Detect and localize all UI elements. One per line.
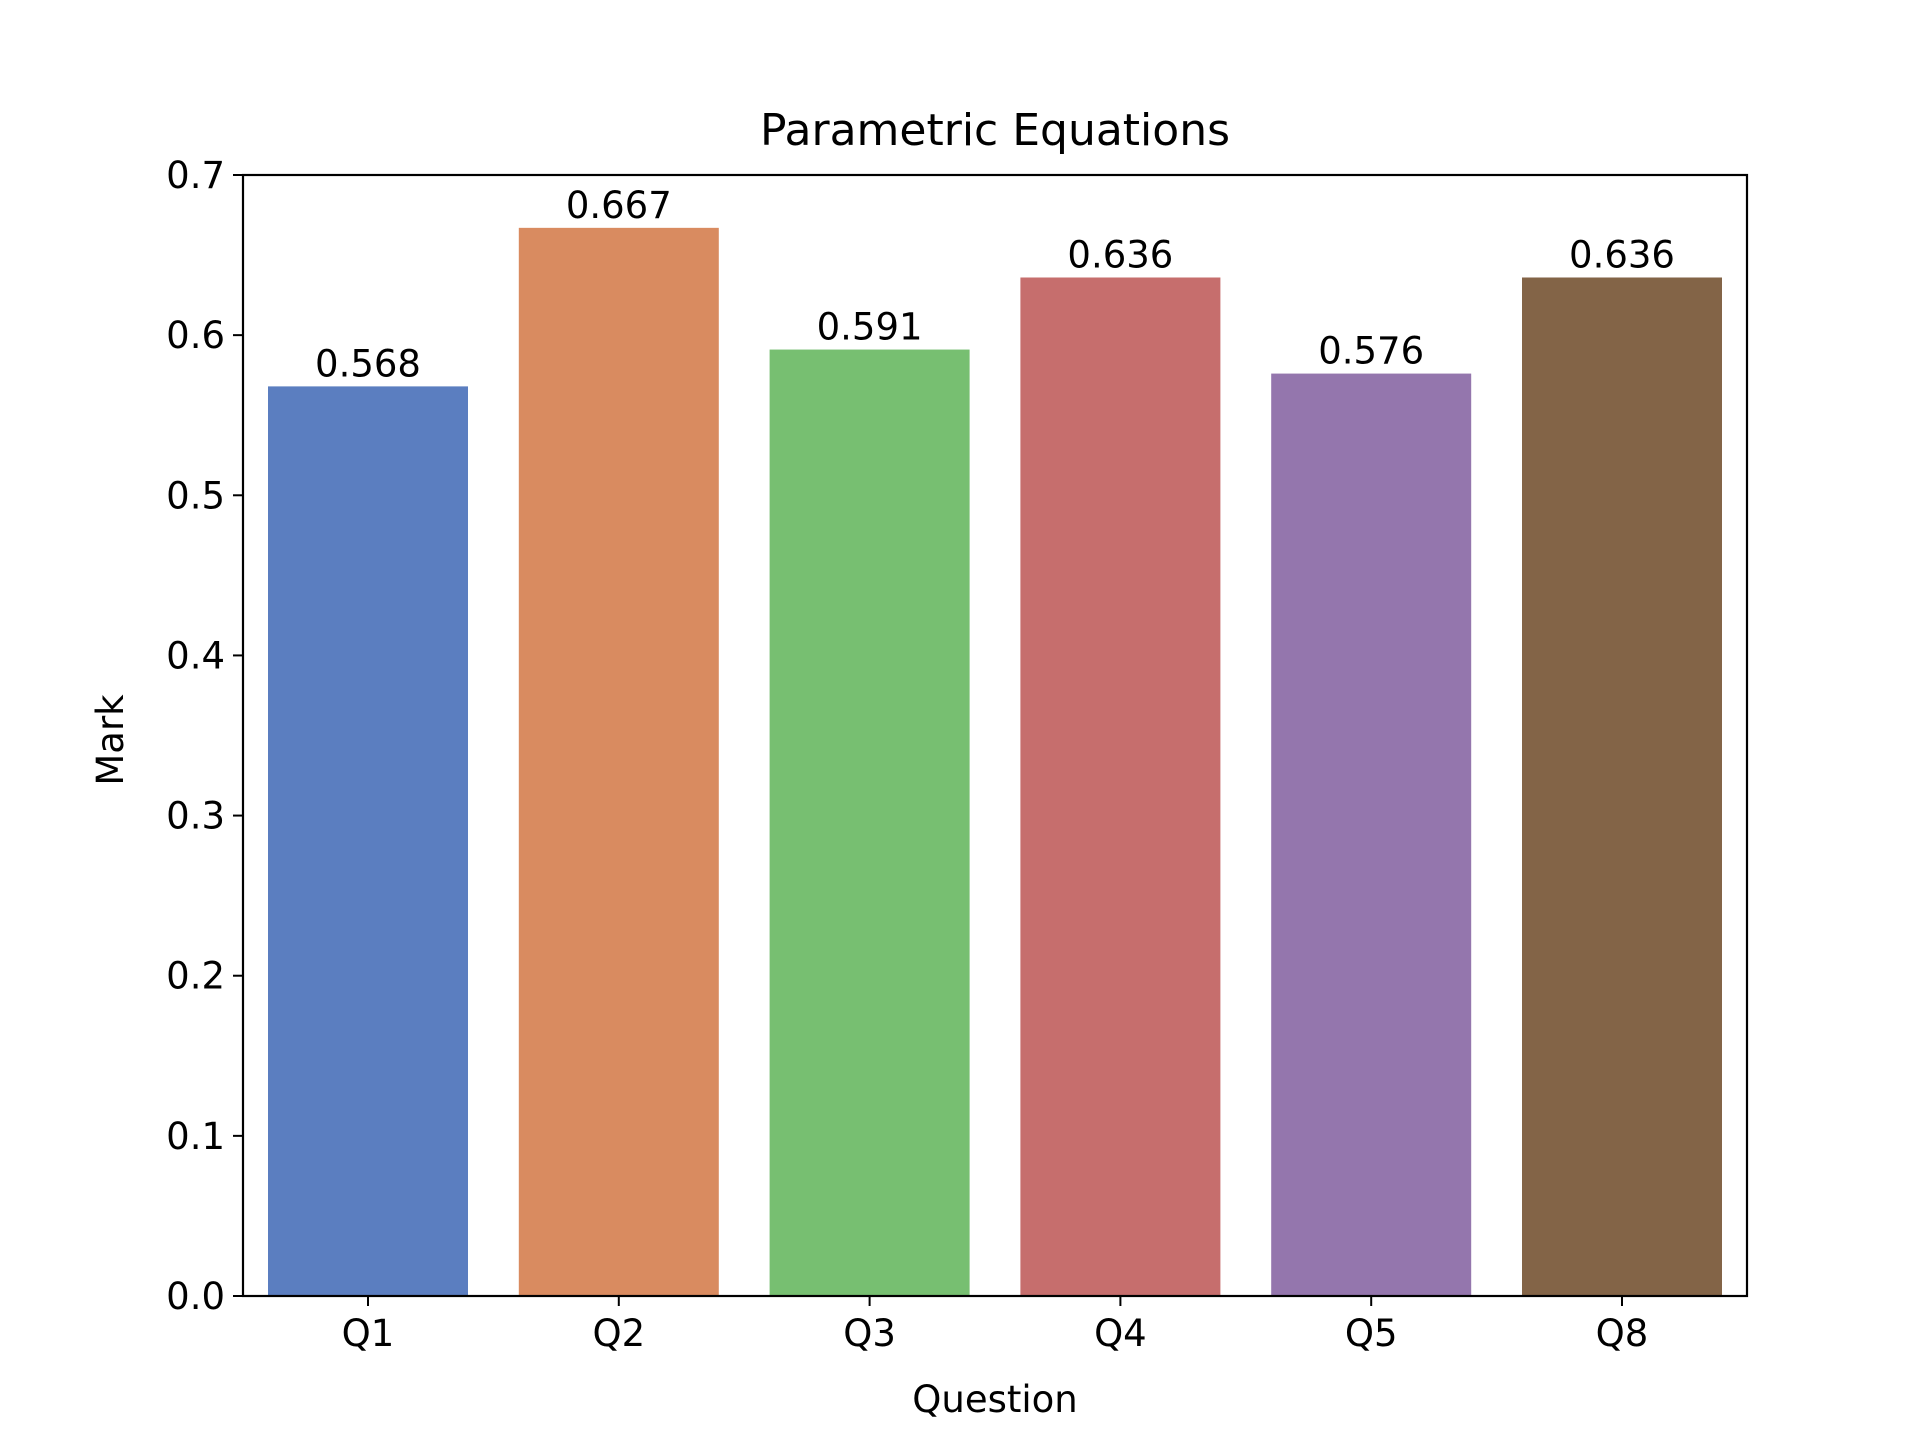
x-tick-label-q3: Q3 [843,1312,896,1355]
y-tick-label-3: 0.3 [166,795,225,838]
y-tick-label-6: 0.6 [166,314,225,357]
x-tick-label-q5: Q5 [1345,1312,1398,1355]
x-tick-label-q4: Q4 [1094,1312,1147,1355]
y-axis: 0.0 0.1 0.2 0.3 0.4 0.5 0.6 0.7 [166,154,243,1318]
data-label-q3: 0.591 [817,306,923,349]
chart-title: Parametric Equations [760,105,1230,156]
plot-frame [241,173,1749,1298]
bars-group [268,227,1722,1297]
y-axis-label: Mark [89,694,132,786]
bar-q2 [518,227,719,1296]
bar-q3 [769,349,970,1296]
x-axis: Q1 Q2 Q3 Q4 Q5 Q8 [342,1296,1649,1355]
x-tick-label-q1: Q1 [342,1312,395,1355]
x-tick-label-q2: Q2 [592,1312,645,1355]
bar-q4 [1020,277,1221,1296]
x-tick-label-q8: Q8 [1596,1312,1649,1355]
data-label-q1: 0.568 [315,342,421,385]
data-label-q8: 0.636 [1569,233,1675,276]
bar-q5 [1271,373,1472,1296]
y-tick-label-7: 0.7 [166,154,225,197]
y-tick-label-4: 0.4 [166,634,225,677]
data-label-q4: 0.636 [1067,233,1173,276]
data-label-q2: 0.667 [566,184,672,227]
y-tick-label-1: 0.1 [166,1115,225,1158]
y-tick-label-5: 0.5 [166,474,225,517]
x-axis-label: Question [912,1378,1078,1421]
bar-q1 [268,386,468,1297]
data-labels-group: 0.568 0.667 0.591 0.636 0.576 0.636 [315,184,1675,386]
y-tick-label-2: 0.2 [166,955,225,998]
data-label-q5: 0.576 [1318,330,1424,373]
y-tick-label-0: 0.0 [166,1275,225,1318]
bar-q8 [1522,277,1722,1296]
